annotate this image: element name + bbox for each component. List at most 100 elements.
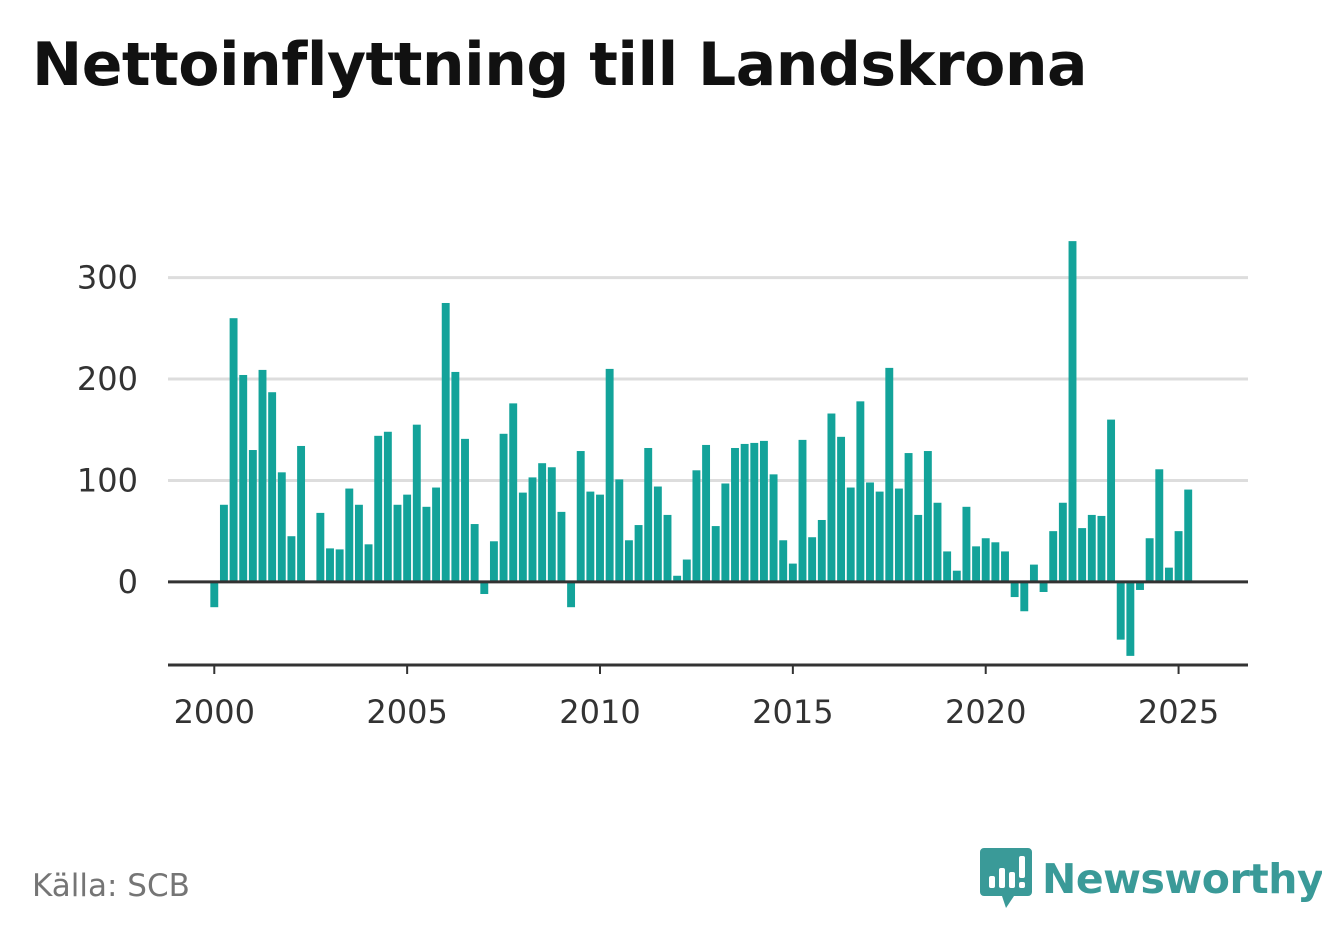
bar (711, 526, 720, 582)
bar (866, 482, 874, 582)
bar (248, 450, 257, 582)
bar (1029, 564, 1038, 582)
bar (586, 491, 595, 582)
chart-title: Nettoinflyttning till Landskrona (32, 30, 1088, 100)
y-tick-labels: 0 100 200 300 (77, 259, 138, 601)
x-tick-label: 2010 (559, 693, 640, 731)
bar (412, 424, 421, 582)
bar (297, 445, 306, 582)
bar (1020, 581, 1029, 612)
bar (1068, 241, 1077, 582)
bar (470, 524, 479, 582)
bars (210, 241, 1193, 656)
bar (403, 494, 412, 582)
y-tick-label: 300 (77, 259, 138, 297)
bar (962, 506, 971, 582)
y-tick-label: 0 (118, 563, 138, 601)
bar (1145, 538, 1154, 582)
bar (991, 542, 1000, 582)
bar (557, 511, 566, 582)
bar (856, 401, 865, 582)
bar (239, 374, 248, 582)
bar (624, 540, 633, 582)
bar (779, 540, 788, 582)
bar (1058, 502, 1067, 582)
bar (1184, 489, 1193, 582)
bar (1116, 581, 1125, 640)
bar (1097, 515, 1106, 582)
bar (461, 438, 469, 582)
newsworthy-logo-icon (980, 848, 1032, 908)
bar (1010, 581, 1019, 598)
bar (277, 472, 286, 582)
bar (1164, 567, 1173, 582)
bar (740, 443, 749, 582)
brand: Newsworthy (980, 848, 1322, 910)
bar (1078, 528, 1087, 582)
bar (702, 444, 711, 582)
bar (219, 504, 228, 582)
bar (499, 433, 508, 582)
bar (875, 491, 884, 582)
bar (1174, 531, 1183, 582)
x-tick-label: 2005 (366, 693, 447, 731)
bar (596, 494, 604, 582)
bar (1087, 514, 1096, 582)
bar (528, 477, 537, 582)
bar (673, 575, 682, 582)
bar (489, 541, 498, 582)
bar (1039, 581, 1048, 592)
bar (721, 483, 730, 582)
brand-name: Newsworthy (1042, 855, 1322, 903)
bar (827, 413, 836, 582)
bar (229, 318, 238, 582)
bar (808, 537, 817, 582)
bar (567, 581, 576, 608)
x-tick-labels: 2000 2005 2010 2015 2020 2025 (174, 693, 1220, 731)
bar (1126, 581, 1135, 656)
bar (316, 512, 325, 582)
bar (441, 302, 450, 582)
bar (576, 451, 585, 582)
bar (480, 581, 489, 595)
bar (972, 546, 981, 582)
x-tick-label: 2020 (945, 693, 1026, 731)
bar (1049, 531, 1058, 582)
bar (933, 502, 942, 582)
bar (759, 440, 768, 582)
bar (509, 403, 518, 582)
bar (432, 487, 441, 582)
bar (894, 488, 903, 582)
bar (258, 369, 267, 582)
y-tick-label: 200 (77, 360, 138, 398)
source-label: Källa: SCB (32, 868, 190, 904)
bar (268, 392, 277, 582)
bar (518, 492, 527, 582)
bar (451, 371, 460, 582)
bar (374, 435, 383, 582)
bar (923, 451, 932, 582)
axes (168, 580, 1248, 674)
bar (653, 486, 662, 582)
bar (750, 442, 759, 582)
bar (769, 474, 778, 582)
bar (846, 487, 855, 582)
bar (644, 447, 653, 582)
bar (1155, 469, 1164, 582)
bar (1136, 581, 1144, 590)
bar (682, 559, 691, 582)
bar (904, 453, 913, 582)
bar (943, 551, 952, 582)
bar (731, 447, 739, 582)
bar (634, 525, 643, 582)
bar (538, 463, 547, 582)
x-tick-label: 2025 (1138, 693, 1219, 731)
bar (422, 506, 431, 582)
bar (1107, 419, 1116, 582)
bar (364, 544, 373, 582)
y-tick-label: 100 (77, 461, 138, 499)
bar (914, 514, 923, 582)
bar (817, 519, 826, 582)
bar (383, 431, 392, 582)
